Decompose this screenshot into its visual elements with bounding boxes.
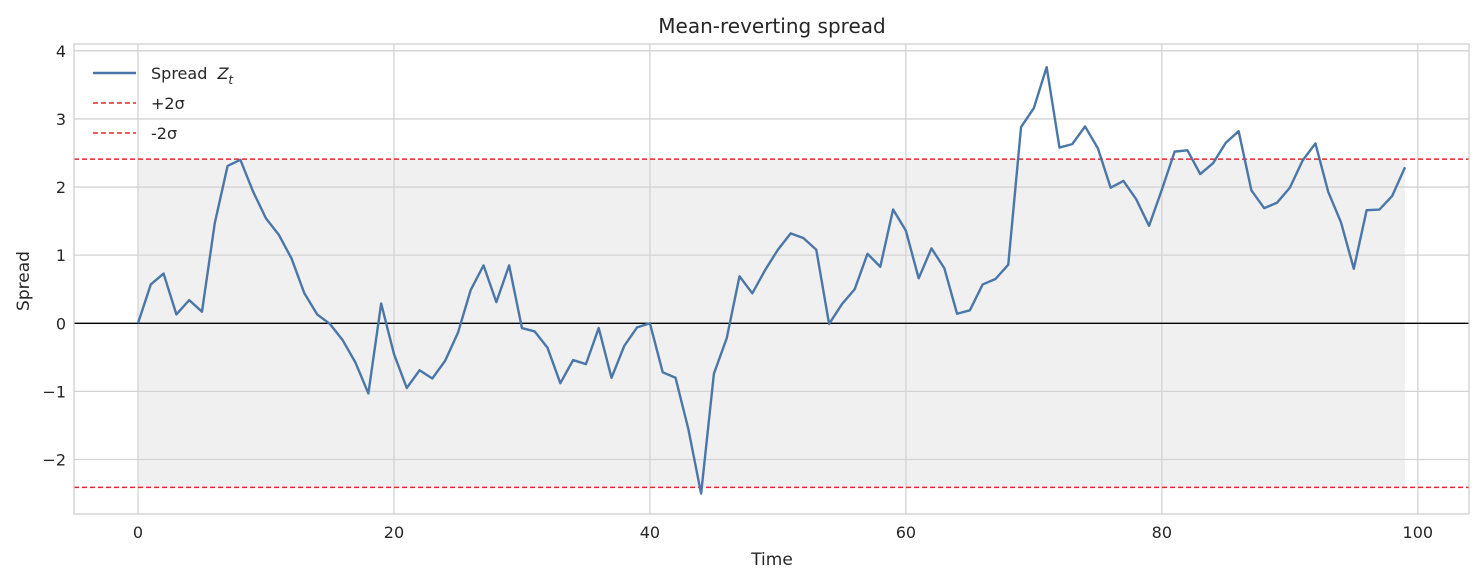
x-tick-label: 0 [133, 523, 143, 542]
x-tick-label: 60 [896, 523, 916, 542]
y-tick-label: −2 [42, 451, 66, 470]
x-tick-label: 100 [1403, 523, 1434, 542]
legend-label-lower-sigma: -2σ [151, 124, 177, 143]
plot-frame [73, 43, 1470, 515]
y-tick-label: 0 [56, 314, 66, 333]
spread-series-line [136, 65, 1407, 495]
x-ticks: 0 20 40 60 80 100 [133, 523, 1433, 542]
y-tick-label: 3 [56, 110, 66, 129]
y-tick-label: −1 [42, 382, 66, 401]
legend-label-upper-sigma: +2σ [151, 94, 185, 113]
x-tick-label: 40 [640, 523, 660, 542]
y-axis-title: Spread [14, 251, 34, 311]
legend: Spread Zt +2σ -2σ [93, 64, 234, 143]
y-ticks: −2 −1 0 1 2 3 4 [42, 42, 66, 470]
x-tick-label: 20 [384, 523, 404, 542]
x-axis-title: Time [750, 550, 793, 570]
legend-label-spread: Spread Zt [151, 64, 234, 87]
y-tick-label: 4 [56, 42, 66, 61]
y-tick-label: 1 [56, 246, 66, 265]
y-tick-label: 2 [56, 178, 66, 197]
x-tick-label: 80 [1152, 523, 1172, 542]
chart-title: Mean-reverting spread [658, 14, 885, 38]
